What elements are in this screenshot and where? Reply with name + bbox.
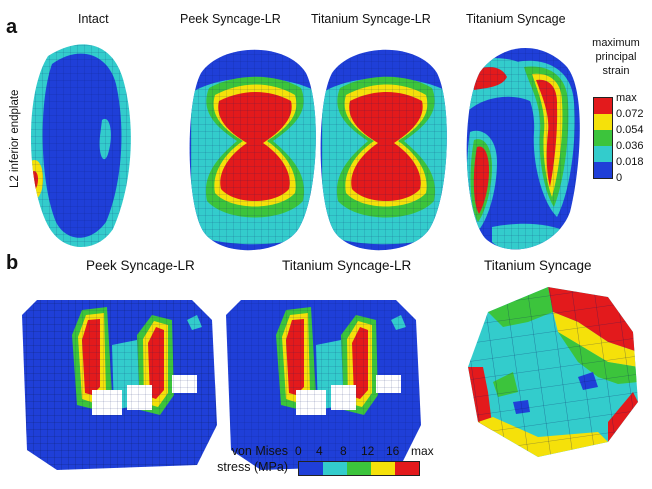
colorbar-label-0054: 0.054 xyxy=(616,124,644,136)
panel-b-title-ti: Titanium Syncage xyxy=(484,258,592,273)
vm-tick-max: max xyxy=(411,444,434,458)
endplate-intact xyxy=(30,44,131,248)
vm-tick-4: 4 xyxy=(316,444,323,458)
colorbar-swatch-yellow xyxy=(594,114,612,130)
colorbar-label-0: 0 xyxy=(616,172,623,184)
colorbar-label-0072: 0.072 xyxy=(616,108,644,120)
panel-a-ylabel: L2 inferior endplate xyxy=(9,89,21,188)
vm-swatch-yellow xyxy=(371,462,395,475)
cage-titanium-lr xyxy=(226,300,421,470)
panel-b-title-ti-lr: Titanium Syncage-LR xyxy=(282,258,412,273)
panel-a-letter: a xyxy=(6,16,18,38)
panel-b-colorbar xyxy=(298,461,420,476)
panel-a-title-ti-lr: Titanium Syncage-LR xyxy=(311,12,431,26)
colorbar-title-line-2: principal xyxy=(595,51,637,63)
colorbar-swatch-green xyxy=(594,130,612,146)
vm-swatch-cyan xyxy=(323,462,347,475)
vm-tick-12: 12 xyxy=(361,444,375,458)
vm-tick-0: 0 xyxy=(295,444,302,458)
panel-b-letter: b xyxy=(6,252,19,274)
vm-title-line-1: von Mises xyxy=(231,444,288,458)
endplate-peek-lr xyxy=(189,49,316,251)
endplate-titanium-syncage xyxy=(466,48,580,250)
panel-a-title-ti: Titanium Syncage xyxy=(466,12,566,26)
panel-b-colorbar-title: von Mises stress (MPa) xyxy=(200,443,288,475)
vm-swatch-red xyxy=(395,462,419,475)
endplate-titanium-lr xyxy=(320,49,447,251)
cage-titanium-syncage xyxy=(468,287,638,457)
vm-swatch-green xyxy=(347,462,371,475)
panel-a-title-peek: Peek Syncage-LR xyxy=(180,12,281,26)
vm-tick-8: 8 xyxy=(340,444,347,458)
panel-b-title-peek: Peek Syncage-LR xyxy=(86,258,195,273)
colorbar-swatch-blue xyxy=(594,162,612,178)
panel-a-colorbar-title: maximum principal strain xyxy=(582,36,650,78)
colorbar-title-line-3: strain xyxy=(602,65,630,77)
cage-peek-lr xyxy=(22,300,217,470)
colorbar-swatch-cyan xyxy=(594,146,612,162)
colorbar-label-max: max xyxy=(616,92,637,104)
vm-tick-16: 16 xyxy=(386,444,400,458)
panel-a-title-intact: Intact xyxy=(78,12,109,26)
panel-a-colorbar xyxy=(593,97,613,179)
vm-swatch-blue xyxy=(299,462,323,475)
colorbar-swatch-red xyxy=(594,98,612,114)
colorbar-label-0018: 0.018 xyxy=(616,156,644,168)
colorbar-title-line-1: maximum xyxy=(592,37,640,49)
vm-title-line-2: stress (MPa) xyxy=(217,460,288,474)
colorbar-label-0036: 0.036 xyxy=(616,140,644,152)
